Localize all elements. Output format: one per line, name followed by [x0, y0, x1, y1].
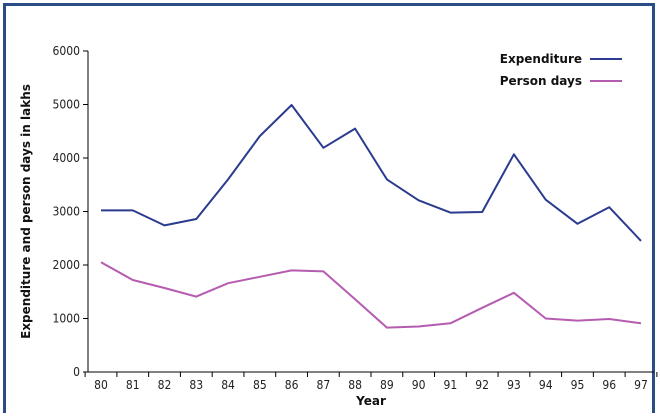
x-tick-label: 83: [189, 378, 203, 392]
x-tick-label: 94: [539, 378, 553, 392]
legend-label: Expenditure: [500, 52, 582, 66]
y-tick-label: 2000: [53, 258, 81, 272]
x-tick-label: 95: [571, 378, 585, 392]
chart-frame: 0 1000 2000 3000 4000 5000 6000 80 81 82 83 84 85 86 8…: [3, 3, 655, 413]
x-tick-label: 82: [158, 378, 172, 392]
x-tick-label: 85: [253, 378, 267, 392]
y-tick-label: 0: [73, 365, 80, 379]
y-tick-label: 1000: [53, 312, 81, 326]
x-tick-label: 88: [348, 378, 362, 392]
y-tick-label: 3000: [53, 205, 81, 219]
x-tick-label: 89: [380, 378, 394, 392]
y-tick-label: 5000: [53, 98, 81, 112]
x-tick-label: 96: [602, 378, 616, 392]
x-tick-label: 90: [412, 378, 426, 392]
x-tick-label: 92: [475, 378, 489, 392]
x-tick-label: 86: [285, 378, 299, 392]
series-line-person-days: [101, 262, 641, 327]
legend-label: Person days: [500, 74, 582, 88]
x-tick-label: 81: [126, 378, 140, 392]
line-chart: 0 1000 2000 3000 4000 5000 6000 80 81 82 83 84 85 86 8…: [6, 6, 658, 416]
tick-labels: 0 1000 2000 3000 4000 5000 6000 80 81 82 83 84 85 86 8…: [53, 44, 648, 392]
series-lines: [101, 105, 641, 328]
y-tick-label: 6000: [53, 44, 81, 58]
x-tick-label: 80: [94, 378, 108, 392]
x-tick-label: 91: [444, 378, 458, 392]
x-tick-label: 84: [221, 378, 235, 392]
y-tick-label: 4000: [53, 151, 81, 165]
x-tick-label: 93: [507, 378, 521, 392]
x-tick-label: 97: [634, 378, 648, 392]
axes: [83, 51, 657, 377]
y-axis-title: Expenditure and person days in lakhs: [19, 84, 33, 339]
x-axis-title: Year: [355, 394, 386, 408]
legend: Expenditure Person days: [500, 52, 622, 88]
x-tick-label: 87: [316, 378, 330, 392]
series-line-expenditure: [101, 105, 641, 241]
